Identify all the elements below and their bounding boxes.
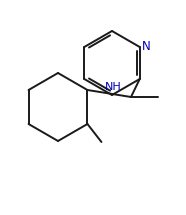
Text: NH: NH bbox=[105, 81, 122, 92]
Text: N: N bbox=[142, 40, 150, 52]
